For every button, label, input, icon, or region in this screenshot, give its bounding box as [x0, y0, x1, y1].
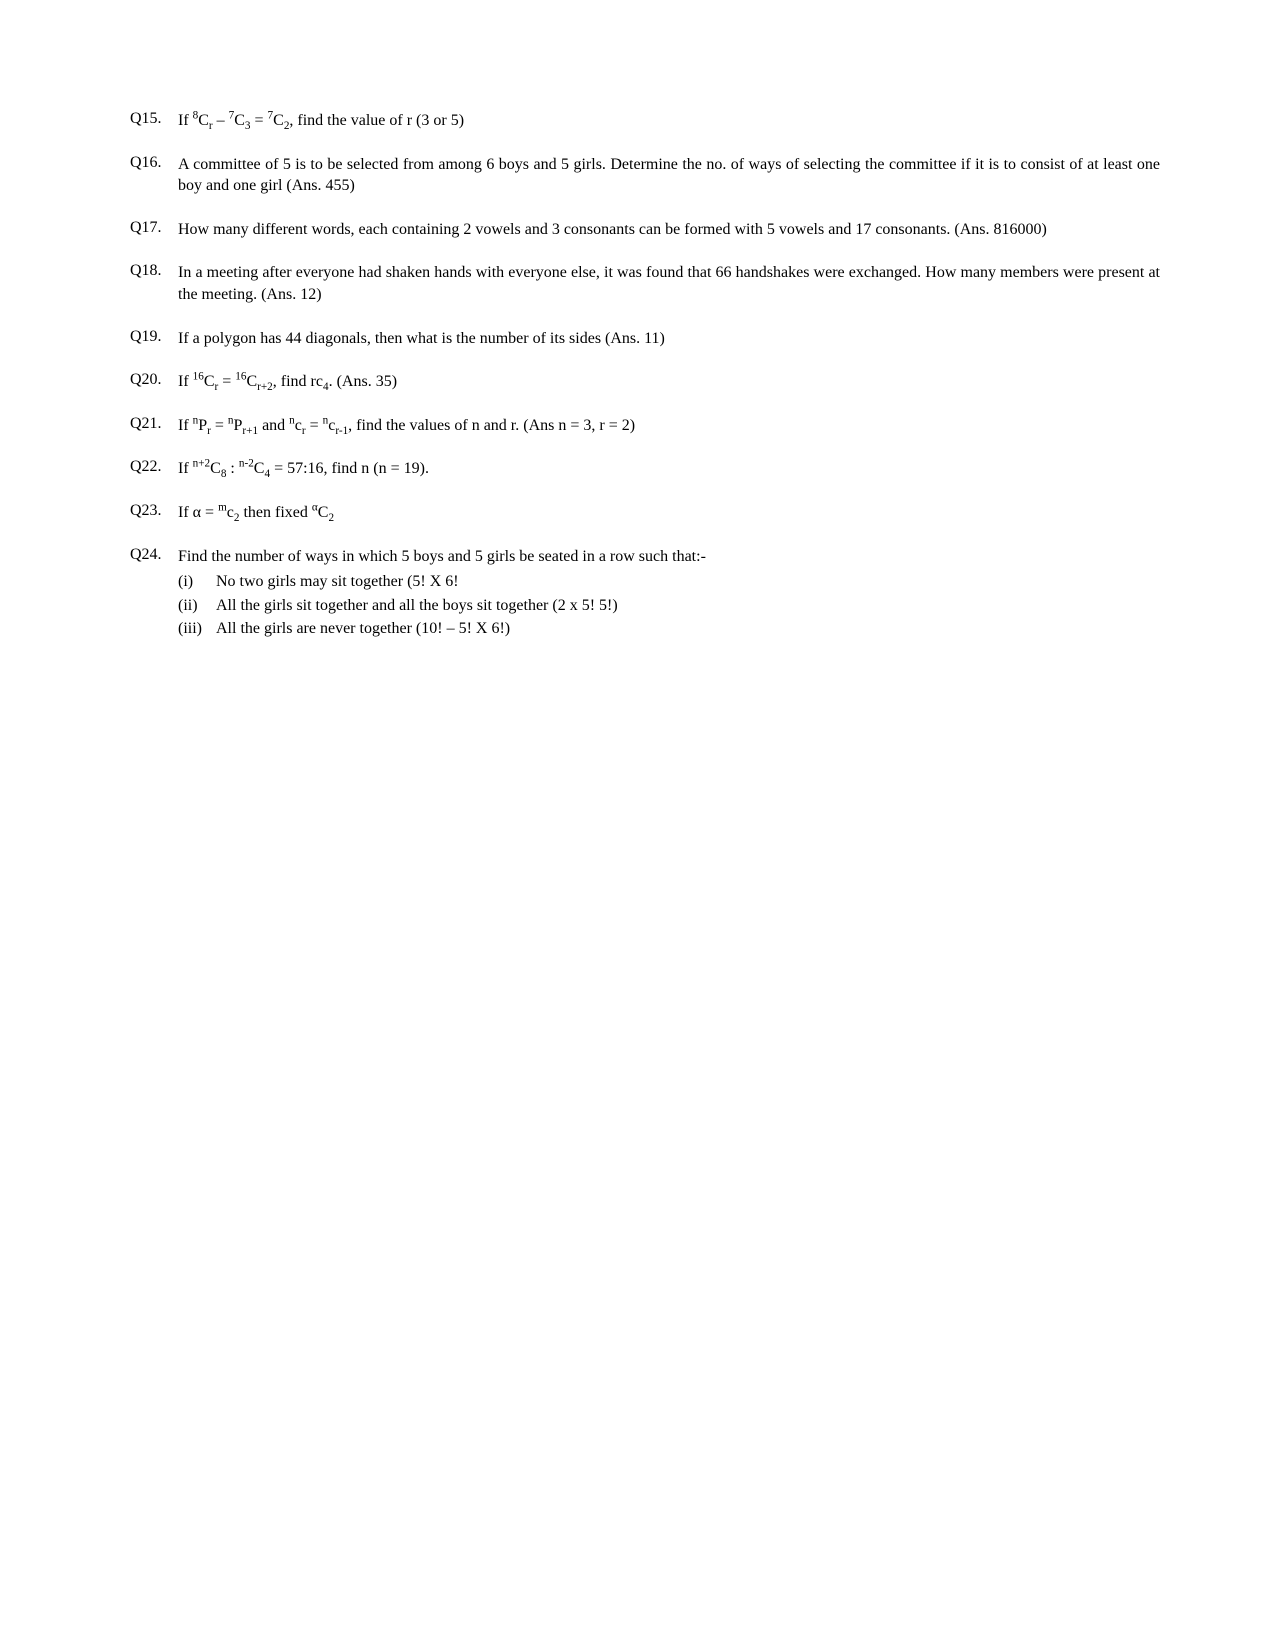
question: Q19.If a polygon has 44 diagonals, then … [130, 328, 1160, 350]
question-body: In a meeting after everyone had shaken h… [178, 262, 1160, 305]
question-number: Q16. [130, 154, 178, 197]
question-number: Q17. [130, 219, 178, 241]
question: Q18.In a meeting after everyone had shak… [130, 262, 1160, 305]
question-number: Q18. [130, 262, 178, 305]
sub-item-text: All the girls sit together and all the b… [216, 595, 618, 617]
question-body: If nPr = nPr+1 and ncr = ncr-1, find the… [178, 415, 1160, 437]
question: Q17.How many different words, each conta… [130, 219, 1160, 241]
question-number: Q19. [130, 328, 178, 350]
question-body: If α = mc2 then fixed αC2 [178, 502, 1160, 524]
question-number: Q21. [130, 415, 178, 437]
question-number: Q20. [130, 371, 178, 393]
question: Q15.If 8Cr – 7C3 = 7C2, find the value o… [130, 110, 1160, 132]
sub-list: (i)No two girls may sit together (5! X 6… [178, 571, 1160, 640]
question-page: Q15.If 8Cr – 7C3 = 7C2, find the value o… [0, 0, 1275, 640]
question: Q23.If α = mc2 then fixed αC2 [130, 502, 1160, 524]
question: Q20.If 16Cr = 16Cr+2, find rc4. (Ans. 35… [130, 371, 1160, 393]
question: Q16.A committee of 5 is to be selected f… [130, 154, 1160, 197]
question-number: Q22. [130, 458, 178, 480]
sub-item-number: (ii) [178, 595, 216, 617]
sub-item-text: All the girls are never together (10! – … [216, 618, 510, 640]
question-body: If a polygon has 44 diagonals, then what… [178, 328, 1160, 350]
question-body: If n+2C8 : n-2C4 = 57:16, find n (n = 19… [178, 458, 1160, 480]
question: Q22.If n+2C8 : n-2C4 = 57:16, find n (n … [130, 458, 1160, 480]
question-number: Q23. [130, 502, 178, 524]
sub-item-number: (iii) [178, 618, 216, 640]
question: Q24.Find the number of ways in which 5 b… [130, 546, 1160, 640]
question-body: How many different words, each containin… [178, 219, 1160, 241]
sub-item-text: No two girls may sit together (5! X 6! [216, 571, 459, 593]
sub-item-number: (i) [178, 571, 216, 593]
question-number: Q15. [130, 110, 178, 132]
question: Q21.If nPr = nPr+1 and ncr = ncr-1, find… [130, 415, 1160, 437]
sub-item: (iii)All the girls are never together (1… [178, 618, 1160, 640]
question-body: Find the number of ways in which 5 boys … [178, 546, 1160, 640]
question-body: If 16Cr = 16Cr+2, find rc4. (Ans. 35) [178, 371, 1160, 393]
question-body: A committee of 5 is to be selected from … [178, 154, 1160, 197]
question-number: Q24. [130, 546, 178, 640]
sub-item: (ii)All the girls sit together and all t… [178, 595, 1160, 617]
sub-item: (i)No two girls may sit together (5! X 6… [178, 571, 1160, 593]
question-body: If 8Cr – 7C3 = 7C2, find the value of r … [178, 110, 1160, 132]
